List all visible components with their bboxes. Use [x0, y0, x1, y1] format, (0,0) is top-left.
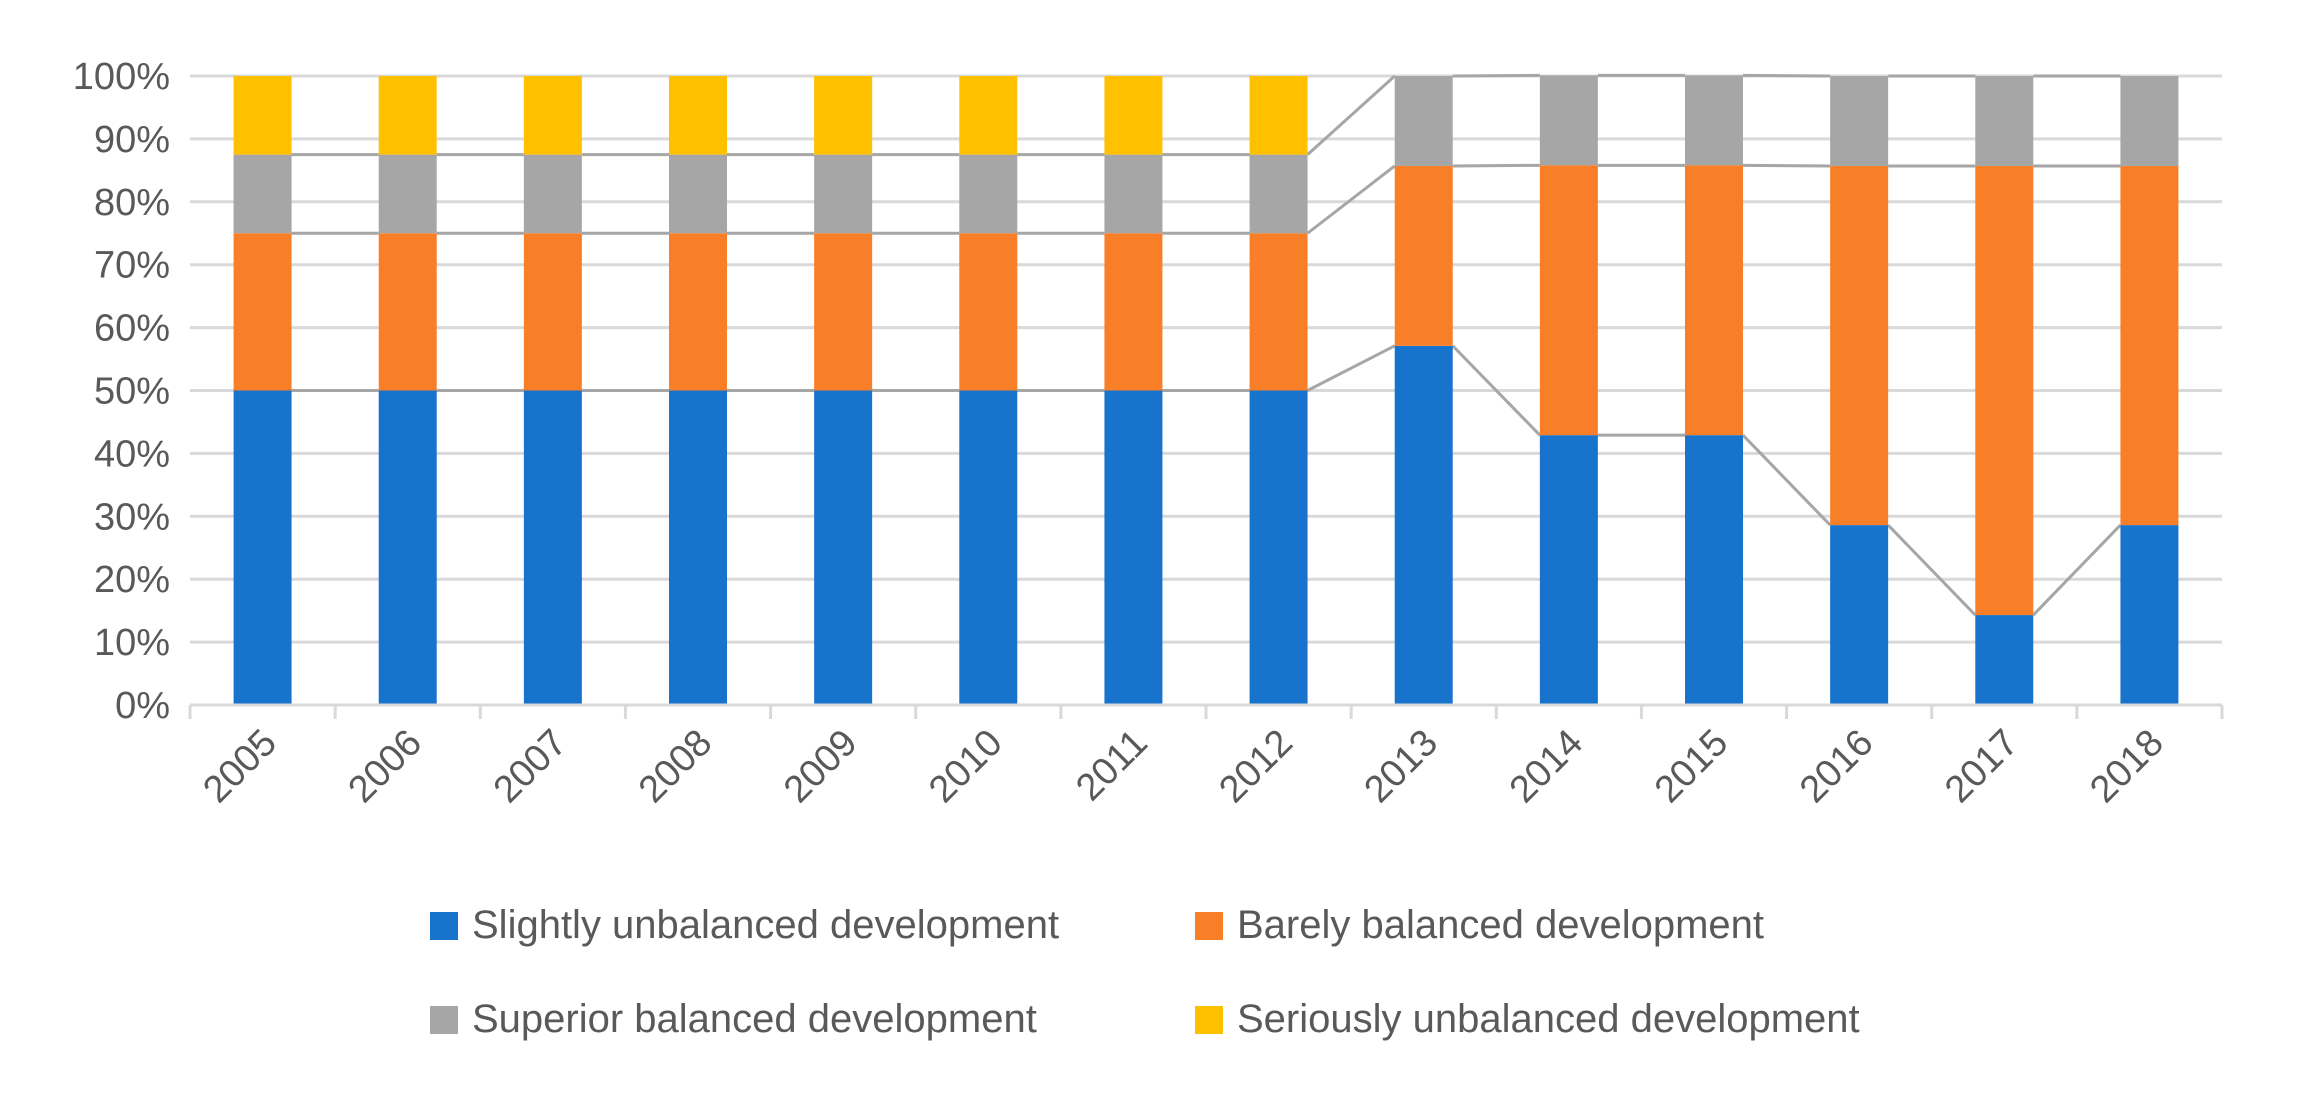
bar-segment	[523, 76, 582, 155]
bar-segment	[669, 390, 727, 705]
y-tick-label: 70%	[94, 245, 170, 287]
bar-segment	[669, 154, 727, 234]
y-tick-label: 40%	[94, 433, 170, 475]
bar-segment	[1975, 615, 2034, 705]
series-line-segment	[1451, 344, 1541, 437]
bar-segment	[1975, 165, 2034, 616]
x-tick-label: 2013	[1357, 722, 1446, 811]
bar-segment	[1830, 525, 1889, 705]
x-tick-label: 2006	[341, 722, 430, 811]
bar-segment	[1394, 76, 1453, 166]
series-line-segment	[2032, 524, 2122, 617]
bar-segment	[1249, 154, 1308, 234]
y-tick-label: 100%	[73, 56, 170, 98]
bar-segment	[1830, 76, 1889, 166]
y-tick-label: 50%	[94, 371, 170, 413]
bar-segment	[1104, 76, 1163, 155]
y-tick-label: 10%	[94, 622, 170, 664]
x-tick-label: 2008	[631, 722, 720, 811]
series-line-segment	[1742, 73, 1831, 78]
x-tick-label: 2016	[1792, 722, 1881, 811]
bar-segment	[959, 154, 1018, 234]
bar-segment	[1249, 233, 1308, 391]
bar-segment	[233, 390, 292, 705]
bar-segment	[1394, 165, 1453, 346]
series-line-segment	[1306, 74, 1396, 156]
legend-swatch	[430, 1006, 458, 1034]
legend-label: Slightly unbalanced development	[472, 903, 1059, 947]
x-tick-label: 2010	[921, 722, 1010, 811]
x-tick-label: 2011	[1068, 722, 1155, 809]
bar-segment	[523, 390, 582, 705]
bar-segment	[1539, 435, 1598, 705]
x-tick-label: 2018	[2082, 722, 2171, 811]
series-line-segment	[1306, 344, 1396, 392]
series-line-segment	[1741, 434, 1832, 527]
bar-segment	[378, 154, 437, 234]
bar-segment	[669, 76, 727, 155]
bar-segment	[378, 76, 437, 155]
legend-label: Seriously unbalanced development	[1237, 997, 1860, 1041]
bar-segment	[1104, 390, 1163, 705]
bar-segment	[814, 233, 873, 391]
bar-segment	[233, 76, 292, 155]
y-tick-label: 20%	[94, 559, 170, 601]
series-lines	[291, 73, 2122, 617]
bar-segment	[814, 154, 873, 234]
x-tick-label: 2007	[486, 722, 575, 811]
series-line-segment	[1742, 163, 1831, 168]
x-tick-label: 2014	[1502, 722, 1591, 811]
y-tick-label: 60%	[94, 308, 170, 350]
series-line-segment	[1452, 163, 1540, 168]
bar-segment	[233, 233, 292, 391]
bar-segment	[959, 76, 1018, 155]
series-line-segment	[1452, 73, 1540, 78]
legend-swatch	[1195, 1006, 1223, 1034]
legend-label: Superior balanced development	[472, 997, 1037, 1041]
x-tick-label: 2017	[1937, 722, 2026, 811]
x-tick-label: 2012	[1211, 722, 1300, 811]
bar-segment	[2120, 165, 2179, 526]
bar-segment	[1685, 165, 1743, 436]
bar-segment	[1104, 154, 1163, 234]
bar-segment	[1394, 345, 1453, 705]
bars	[233, 75, 2179, 705]
bar-segment	[378, 390, 437, 705]
y-tick-label: 0%	[115, 685, 170, 727]
bar-segment	[1685, 435, 1743, 705]
x-tick-label: 2009	[776, 722, 865, 811]
bar-segment	[523, 154, 582, 234]
bar-segment	[814, 76, 873, 155]
bar-segment	[1249, 76, 1308, 155]
y-tick-label: 80%	[94, 182, 170, 224]
series-line-segment	[1306, 164, 1396, 235]
bar-segment	[1685, 75, 1743, 166]
legend: Slightly unbalanced development Barely ba…	[430, 903, 1860, 1041]
bar-segment	[1249, 390, 1308, 705]
y-tick-label: 90%	[94, 119, 170, 161]
bar-segment	[2120, 76, 2179, 166]
bar-segment	[233, 154, 292, 234]
legend-swatch	[430, 912, 458, 940]
x-tick-label: 2015	[1647, 722, 1736, 811]
bar-segment	[1104, 233, 1163, 391]
legend-swatch	[1195, 912, 1223, 940]
x-tick-label: 2005	[195, 722, 284, 811]
bar-segment	[523, 233, 582, 391]
bar-segment	[1830, 165, 1889, 526]
series-line-segment	[1887, 524, 1977, 617]
bar-segment	[378, 233, 437, 391]
bar-segment	[2120, 525, 2179, 705]
bar-segment	[669, 233, 727, 391]
bar-segment	[1975, 76, 2034, 166]
bar-segment	[1539, 75, 1598, 166]
bar-segment	[814, 390, 873, 705]
bar-segment	[959, 233, 1018, 391]
bar-segment	[1539, 165, 1598, 436]
bar-segment	[959, 390, 1018, 705]
legend-label: Barely balanced development	[1237, 903, 1764, 947]
y-tick-label: 30%	[94, 496, 170, 538]
